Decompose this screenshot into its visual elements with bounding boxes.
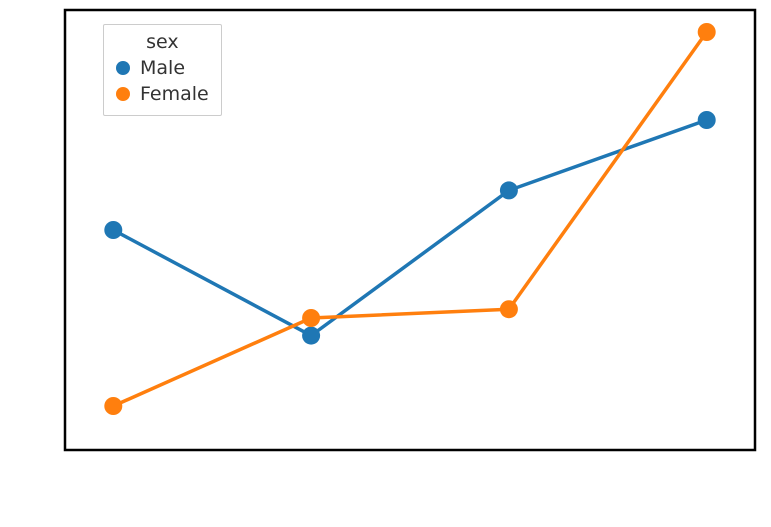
legend-label: Male	[140, 57, 185, 79]
legend-item-female: Female	[116, 81, 209, 107]
data-point	[500, 181, 518, 199]
data-point	[104, 221, 122, 239]
legend-label: Female	[140, 83, 209, 105]
data-point	[698, 23, 716, 41]
data-point	[104, 397, 122, 415]
circle-icon	[116, 61, 130, 75]
circle-icon	[116, 87, 130, 101]
legend-title: sex	[116, 31, 209, 53]
data-point	[500, 300, 518, 318]
line-chart: sex Male Female	[0, 0, 771, 527]
data-point	[302, 327, 320, 345]
data-point	[302, 309, 320, 327]
data-point	[698, 111, 716, 129]
legend-item-male: Male	[116, 55, 209, 81]
legend: sex Male Female	[103, 24, 222, 116]
